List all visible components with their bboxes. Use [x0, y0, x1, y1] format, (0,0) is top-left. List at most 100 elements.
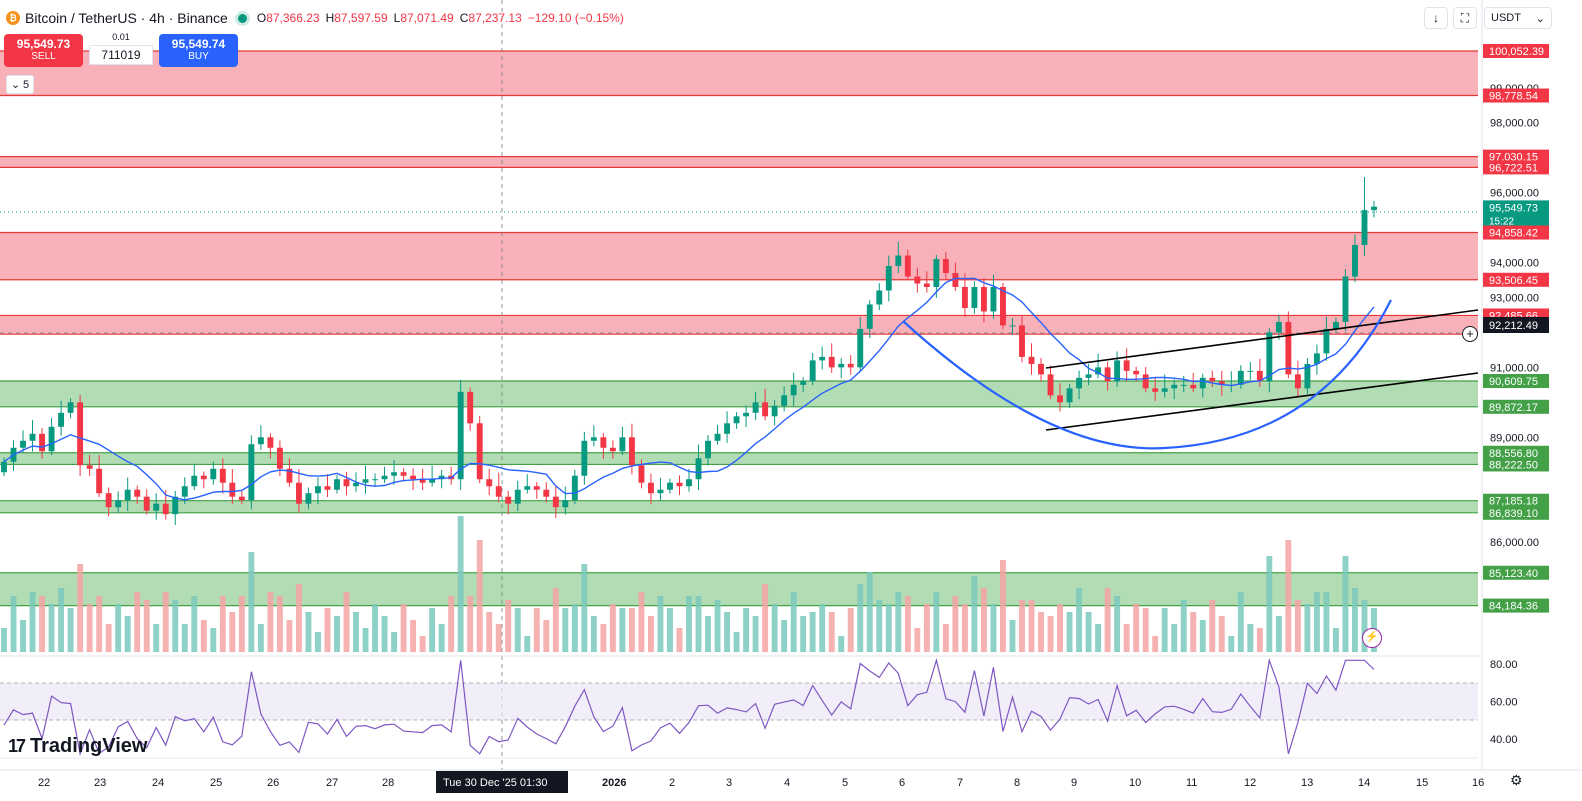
candle	[143, 489, 150, 515]
candle	[438, 469, 445, 489]
candle	[219, 458, 226, 494]
settings-icon[interactable]: ⚙	[1510, 772, 1523, 788]
candle-body	[381, 475, 388, 480]
volume-bar	[1342, 556, 1349, 652]
volume-bar	[505, 600, 512, 652]
candle	[1342, 269, 1349, 332]
candle	[1218, 370, 1225, 396]
candle	[724, 411, 731, 443]
candle	[1323, 316, 1330, 361]
fullscreen-button[interactable]: ⛶	[1453, 7, 1477, 29]
level-label: 84,184.36	[1489, 601, 1538, 613]
volume-bar	[219, 596, 226, 652]
candle-body	[1256, 370, 1263, 382]
add-alert-icon[interactable]: +	[1462, 326, 1478, 342]
volume-bar	[276, 596, 283, 652]
level-tag	[1483, 225, 1549, 240]
volume-bar	[667, 608, 673, 652]
candle	[562, 486, 569, 515]
volume-bar	[724, 612, 731, 652]
candle	[705, 435, 711, 466]
candle-body	[1047, 374, 1054, 396]
candle-body	[219, 468, 226, 483]
candle-body	[77, 402, 84, 466]
indicators-toggle[interactable]: ⌄ 5	[6, 75, 34, 94]
volume-bar	[1114, 596, 1121, 652]
candle	[505, 490, 512, 515]
volume-bar	[1123, 624, 1130, 652]
time-tick-label: 2026	[602, 777, 626, 789]
time-tick-label: 4	[784, 777, 790, 789]
buy-button[interactable]: 95,549.74 BUY	[159, 34, 238, 67]
sell-button[interactable]: 95,549.73 SELL	[4, 34, 83, 67]
volume-bar	[476, 540, 483, 652]
candle	[238, 490, 245, 505]
level-label: 89,872.17	[1489, 402, 1538, 414]
volume-bar	[181, 624, 188, 652]
volume-bar	[1323, 592, 1330, 652]
time-tick-label: 15	[1416, 777, 1428, 789]
volume-bar	[410, 620, 417, 652]
candle-body	[543, 489, 550, 497]
candle	[1057, 383, 1063, 412]
candle	[581, 431, 588, 485]
volume-bar	[67, 608, 74, 652]
countdown-label: 15:22	[1489, 216, 1514, 227]
candle-body	[324, 486, 331, 490]
volume-bar	[838, 636, 845, 652]
candle	[866, 300, 873, 339]
currency-select[interactable]: USDT ⌄	[1484, 7, 1552, 29]
candle	[809, 353, 816, 386]
candle	[904, 249, 911, 281]
candle-body	[372, 479, 378, 481]
candle-body	[238, 496, 245, 501]
candle-body	[1323, 328, 1330, 354]
candle-body	[686, 479, 692, 487]
volume-bar	[590, 616, 597, 652]
volume-bar	[1085, 612, 1092, 652]
candle-body	[533, 486, 540, 490]
quantity-box[interactable]: 0.01 711019	[89, 32, 153, 65]
candle	[295, 469, 302, 513]
volume-bar	[1152, 636, 1159, 652]
candle	[67, 398, 74, 419]
candle-body	[1123, 360, 1130, 371]
candle	[1019, 314, 1025, 363]
candle-body	[1171, 384, 1178, 389]
sell-label: SELL	[31, 51, 56, 62]
level-label: 86,839.10	[1489, 508, 1538, 520]
price-tick-label: 91,000.00	[1490, 362, 1539, 374]
candle	[1142, 367, 1149, 393]
quantity-input[interactable]: 711019	[89, 45, 153, 65]
candle	[372, 473, 378, 487]
candle-body	[838, 363, 845, 368]
rsi-band	[0, 683, 1478, 720]
candle-body	[476, 423, 483, 480]
level-tag	[1483, 88, 1549, 103]
level-tag	[1483, 272, 1549, 287]
lightning-icon[interactable]: ⚡	[1362, 628, 1382, 648]
candle	[495, 472, 502, 503]
candle	[429, 465, 436, 487]
time-tick-label: 10	[1129, 777, 1141, 789]
volume-bar	[162, 592, 169, 652]
candle-body	[29, 433, 36, 441]
volume-bar	[552, 588, 559, 652]
candle-body	[590, 437, 597, 441]
volume-bar	[705, 616, 711, 652]
candle-body	[505, 496, 512, 504]
sell-price: 95,549.73	[16, 37, 71, 51]
candle-body	[571, 475, 578, 501]
volume-bar	[1332, 628, 1339, 652]
candle-body	[58, 412, 65, 427]
time-tick-label: 8	[1014, 777, 1020, 789]
candle	[686, 468, 692, 492]
volume-bar	[990, 604, 997, 652]
download-button[interactable]: ↓	[1424, 7, 1448, 29]
symbol-title[interactable]: Bitcoin / TetherUS · 4h · Binance	[25, 10, 228, 26]
candle	[39, 428, 46, 459]
volume-bar	[762, 584, 769, 652]
volume-bar	[933, 592, 940, 652]
time-tick-label: 9	[1071, 777, 1077, 789]
